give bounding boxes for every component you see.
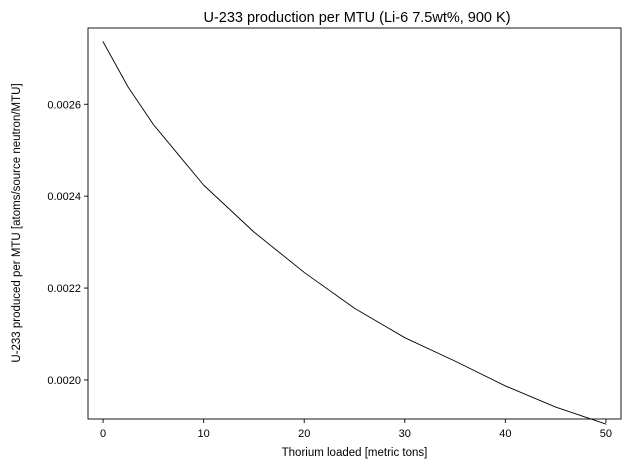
y-tick-label: 0.0026 — [47, 99, 81, 111]
x-tick-label: 20 — [298, 428, 310, 440]
x-tick-label: 50 — [600, 428, 612, 440]
x-tick-label: 10 — [198, 428, 210, 440]
series-line — [102, 41, 607, 425]
x-tick-label: 0 — [100, 428, 106, 440]
y-tick-label: 0.0024 — [47, 191, 81, 203]
x-axis: 0 10 20 30 40 50 — [100, 419, 612, 440]
y-tick-label: 0.0022 — [47, 283, 81, 295]
plot-area-frame — [87, 27, 622, 420]
y-axis: 0.0020 0.0022 0.0024 0.0026 — [47, 99, 88, 387]
y-axis-label: U-233 produced per MTU [atoms/source neu… — [11, 83, 23, 362]
y-tick-label: 0.0020 — [47, 375, 81, 387]
x-tick-label: 40 — [499, 428, 511, 440]
chart-title: U-233 production per MTU (Li-6 7.5wt%, 9… — [203, 10, 510, 26]
x-tick-label: 30 — [399, 428, 411, 440]
x-axis-label: Thorium loaded [metric tons] — [282, 447, 428, 459]
